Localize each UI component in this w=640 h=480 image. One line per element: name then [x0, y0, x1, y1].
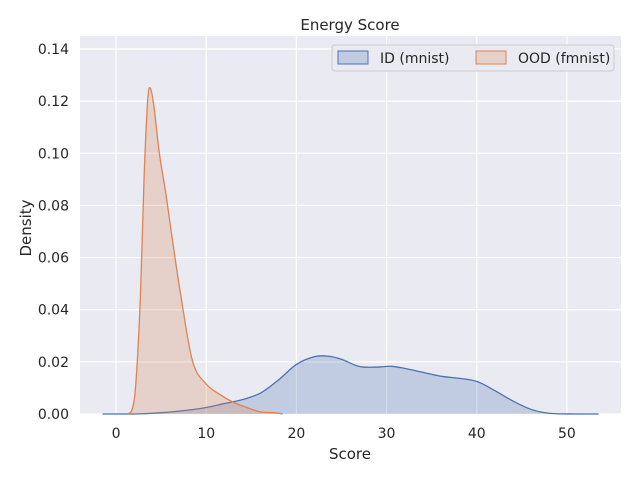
y-tick-label: 0.02: [38, 355, 69, 371]
x-tick-label: 40: [468, 426, 486, 442]
y-tick-label: 0.04: [38, 303, 69, 319]
y-tick-label: 0.14: [38, 42, 69, 58]
y-tick-label: 0.06: [38, 251, 69, 267]
y-axis-label: Density: [17, 199, 35, 256]
x-tick-label: 50: [558, 426, 576, 442]
y-tick-label: 0.12: [38, 94, 69, 110]
chart-title: Energy Score: [300, 16, 399, 34]
density-area-id: [102, 355, 599, 414]
legend: ID (mnist) OOD (fmnist): [331, 44, 615, 72]
x-tick-label: 30: [378, 426, 396, 442]
legend-swatch-id: [337, 50, 369, 65]
legend-box: [331, 44, 615, 72]
y-tick-label: 0.00: [38, 407, 69, 423]
density-line-id: [102, 355, 599, 415]
density-line-ood: [127, 87, 283, 415]
x-tick-labels: 0 10 20 30 40 50: [112, 426, 576, 442]
y-tick-label: 0.08: [38, 198, 69, 214]
legend-label-ood: OOD (fmnist): [518, 51, 610, 67]
series-layer: [102, 87, 599, 415]
x-axis-label: Score: [329, 445, 371, 463]
y-tick-label: 0.10: [38, 146, 69, 162]
y-tick-labels: 0.00 0.02 0.04 0.06 0.08 0.10 0.12 0.14: [38, 42, 69, 423]
legend-swatch-ood: [475, 50, 507, 65]
x-tick-label: 20: [287, 426, 305, 442]
x-tick-label: 0: [112, 426, 121, 442]
x-tick-label: 10: [197, 426, 215, 442]
legend-label-id: ID (mnist): [380, 51, 449, 67]
density-area-ood: [127, 87, 283, 414]
